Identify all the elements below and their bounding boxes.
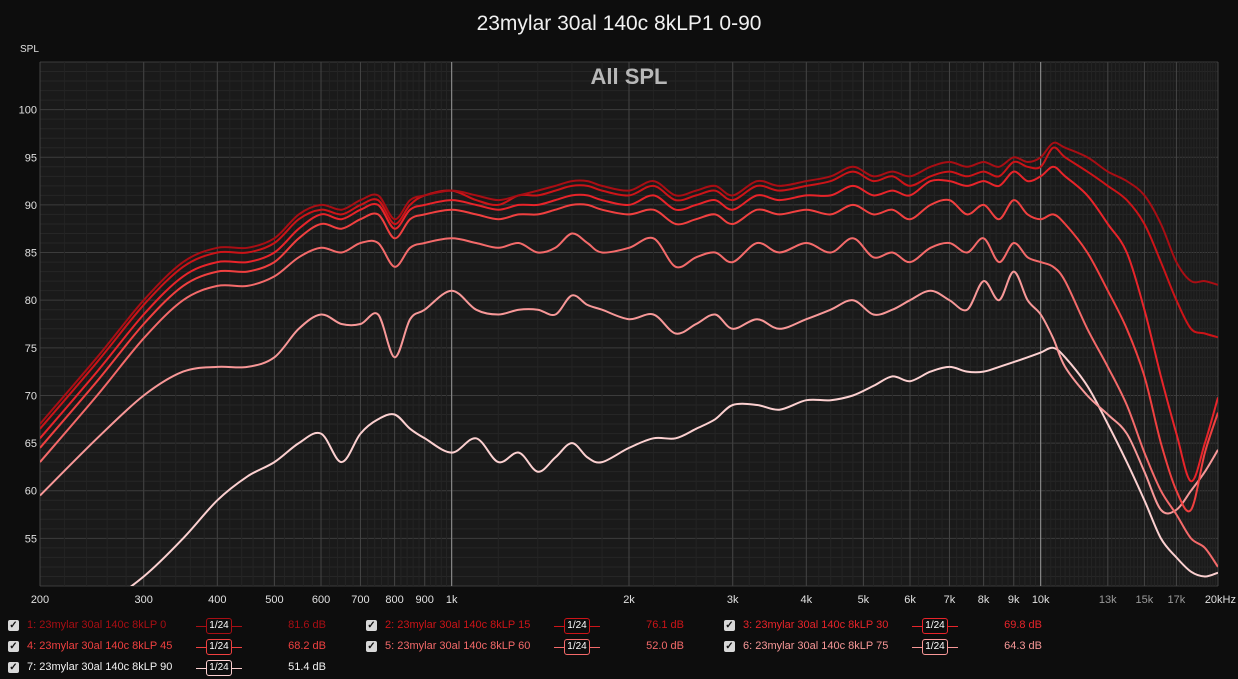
legend-checkbox[interactable]: ✓ bbox=[366, 641, 377, 652]
legend-value: 69.8 dB bbox=[1004, 619, 1042, 631]
x-tick-label: 2k bbox=[623, 594, 635, 606]
x-tick-label: 1k bbox=[446, 594, 458, 606]
series-line bbox=[40, 232, 1218, 568]
x-tick-label: 15k bbox=[1136, 594, 1154, 606]
series-line bbox=[40, 165, 1218, 483]
x-tick-label: 4k bbox=[800, 594, 812, 606]
legend-value: 64.3 dB bbox=[1004, 640, 1042, 652]
legend-name: 3: 23mylar 30al 140c 8kLP 30 bbox=[743, 619, 889, 631]
legend-checkbox[interactable]: ✓ bbox=[724, 620, 735, 631]
smoothing-control[interactable]: 1/24 bbox=[554, 639, 600, 655]
x-tick-label: 13k bbox=[1099, 594, 1117, 606]
legend-name: 7: 23mylar 30al 140c 8kLP 90 bbox=[27, 661, 173, 673]
x-tick-label: 10k bbox=[1032, 594, 1050, 606]
smoothing-control[interactable]: 1/24 bbox=[554, 618, 600, 634]
legend-value: 76.1 dB bbox=[646, 619, 684, 631]
y-tick-label: 70 bbox=[25, 390, 37, 402]
legend-item[interactable]: ✓ 1: 23mylar 30al 140c 8kLP 0 1/24 81.6 dB bbox=[8, 617, 358, 635]
legend-item[interactable]: ✓ 3: 23mylar 30al 140c 8kLP 30 1/24 69.8 dB bbox=[724, 617, 1074, 635]
smoothing-control[interactable]: 1/24 bbox=[196, 618, 242, 634]
smoothing-control[interactable]: 1/24 bbox=[912, 639, 958, 655]
y-tick-label: 55 bbox=[25, 533, 37, 545]
y-tick-label: 75 bbox=[25, 343, 37, 355]
legend-value: 52.0 dB bbox=[646, 640, 684, 652]
smoothing-label: 1/24 bbox=[206, 660, 232, 676]
series-line bbox=[40, 146, 1218, 430]
legend-name: 6: 23mylar 30al 140c 8kLP 75 bbox=[743, 640, 889, 652]
legend-item[interactable]: ✓ 2: 23mylar 30al 140c 8kLP 15 1/24 76.1 dB bbox=[366, 617, 716, 635]
smoothing-label: 1/24 bbox=[564, 618, 590, 634]
legend-item[interactable]: ✓ 5: 23mylar 30al 140c 8kLP 60 1/24 52.0 dB bbox=[366, 638, 716, 656]
x-tick-label: 500 bbox=[265, 594, 283, 606]
x-tick-label: 20kHz bbox=[1205, 594, 1236, 606]
x-tick-label: 800 bbox=[385, 594, 403, 606]
series-line bbox=[40, 270, 1218, 515]
y-axis-label: SPL bbox=[20, 44, 39, 55]
x-tick-label: 6k bbox=[904, 594, 916, 606]
legend-checkbox[interactable]: ✓ bbox=[724, 641, 735, 652]
legend-name: 5: 23mylar 30al 140c 8kLP 60 bbox=[385, 640, 531, 652]
x-tick-label: 17k bbox=[1168, 594, 1186, 606]
smoothing-label: 1/24 bbox=[206, 639, 232, 655]
x-tick-label: 8k bbox=[978, 594, 990, 606]
smoothing-label: 1/24 bbox=[564, 639, 590, 655]
x-tick-label: 900 bbox=[416, 594, 434, 606]
series-line bbox=[40, 198, 1218, 513]
legend-item[interactable]: ✓ 4: 23mylar 30al 140c 8kLP 45 1/24 68.2 dB bbox=[8, 638, 358, 656]
legend-checkbox[interactable]: ✓ bbox=[366, 620, 377, 631]
x-tick-label: 600 bbox=[312, 594, 330, 606]
legend-value: 81.6 dB bbox=[288, 619, 326, 631]
series-layer bbox=[40, 141, 1218, 586]
smoothing-label: 1/24 bbox=[922, 639, 948, 655]
x-tick-label: 200 bbox=[31, 594, 49, 606]
smoothing-control[interactable]: 1/24 bbox=[912, 618, 958, 634]
legend-checkbox[interactable]: ✓ bbox=[8, 620, 19, 631]
y-tick-label: 60 bbox=[25, 486, 37, 498]
x-tick-label: 400 bbox=[208, 594, 226, 606]
legend-value: 51.4 dB bbox=[288, 661, 326, 673]
series-line bbox=[130, 346, 1218, 586]
legend-checkbox[interactable]: ✓ bbox=[8, 662, 19, 673]
legend-checkbox[interactable]: ✓ bbox=[8, 641, 19, 652]
x-tick-label: 9k bbox=[1008, 594, 1020, 606]
y-tick-label: 90 bbox=[25, 200, 37, 212]
smoothing-label: 1/24 bbox=[206, 618, 232, 634]
legend-name: 1: 23mylar 30al 140c 8kLP 0 bbox=[27, 619, 167, 631]
series-line bbox=[40, 141, 1218, 425]
legend-item[interactable]: ✓ 6: 23mylar 30al 140c 8kLP 75 1/24 64.3 dB bbox=[724, 638, 1074, 656]
x-tick-label: 300 bbox=[135, 594, 153, 606]
smoothing-control[interactable]: 1/24 bbox=[196, 660, 242, 676]
x-tick-label: 3k bbox=[727, 594, 739, 606]
x-ticks: 200 300 400 500 600 700 800 900 1k 2k 3k 4k 5k 6k 7k 8k… bbox=[31, 594, 1236, 606]
y-tick-label: 95 bbox=[25, 152, 37, 164]
legend-value: 68.2 dB bbox=[288, 640, 326, 652]
legend-name: 4: 23mylar 30al 140c 8kLP 45 bbox=[27, 640, 173, 652]
window-title: 23mylar 30al 140c 8kLP1 0-90 bbox=[477, 12, 762, 35]
legend-name: 2: 23mylar 30al 140c 8kLP 15 bbox=[385, 619, 531, 631]
y-tick-label: 85 bbox=[25, 248, 37, 260]
x-tick-label: 5k bbox=[858, 594, 870, 606]
y-tick-label: 100 bbox=[19, 105, 37, 117]
chart-title: All SPL bbox=[590, 64, 667, 89]
y-tick-label: 65 bbox=[25, 438, 37, 450]
y-tick-label: 80 bbox=[25, 295, 37, 307]
x-tick-label: 7k bbox=[944, 594, 956, 606]
legend-item[interactable]: ✓ 7: 23mylar 30al 140c 8kLP 90 1/24 51.4 dB bbox=[8, 659, 358, 677]
smoothing-label: 1/24 bbox=[922, 618, 948, 634]
y-ticks: 55 60 65 70 75 80 85 90 95 100 bbox=[19, 105, 37, 546]
spl-chart[interactable]: 23mylar 30al 140c 8kLP1 0-90 SPL 55 60 65 7… bbox=[0, 0, 1238, 610]
x-tick-label: 700 bbox=[351, 594, 369, 606]
smoothing-control[interactable]: 1/24 bbox=[196, 639, 242, 655]
